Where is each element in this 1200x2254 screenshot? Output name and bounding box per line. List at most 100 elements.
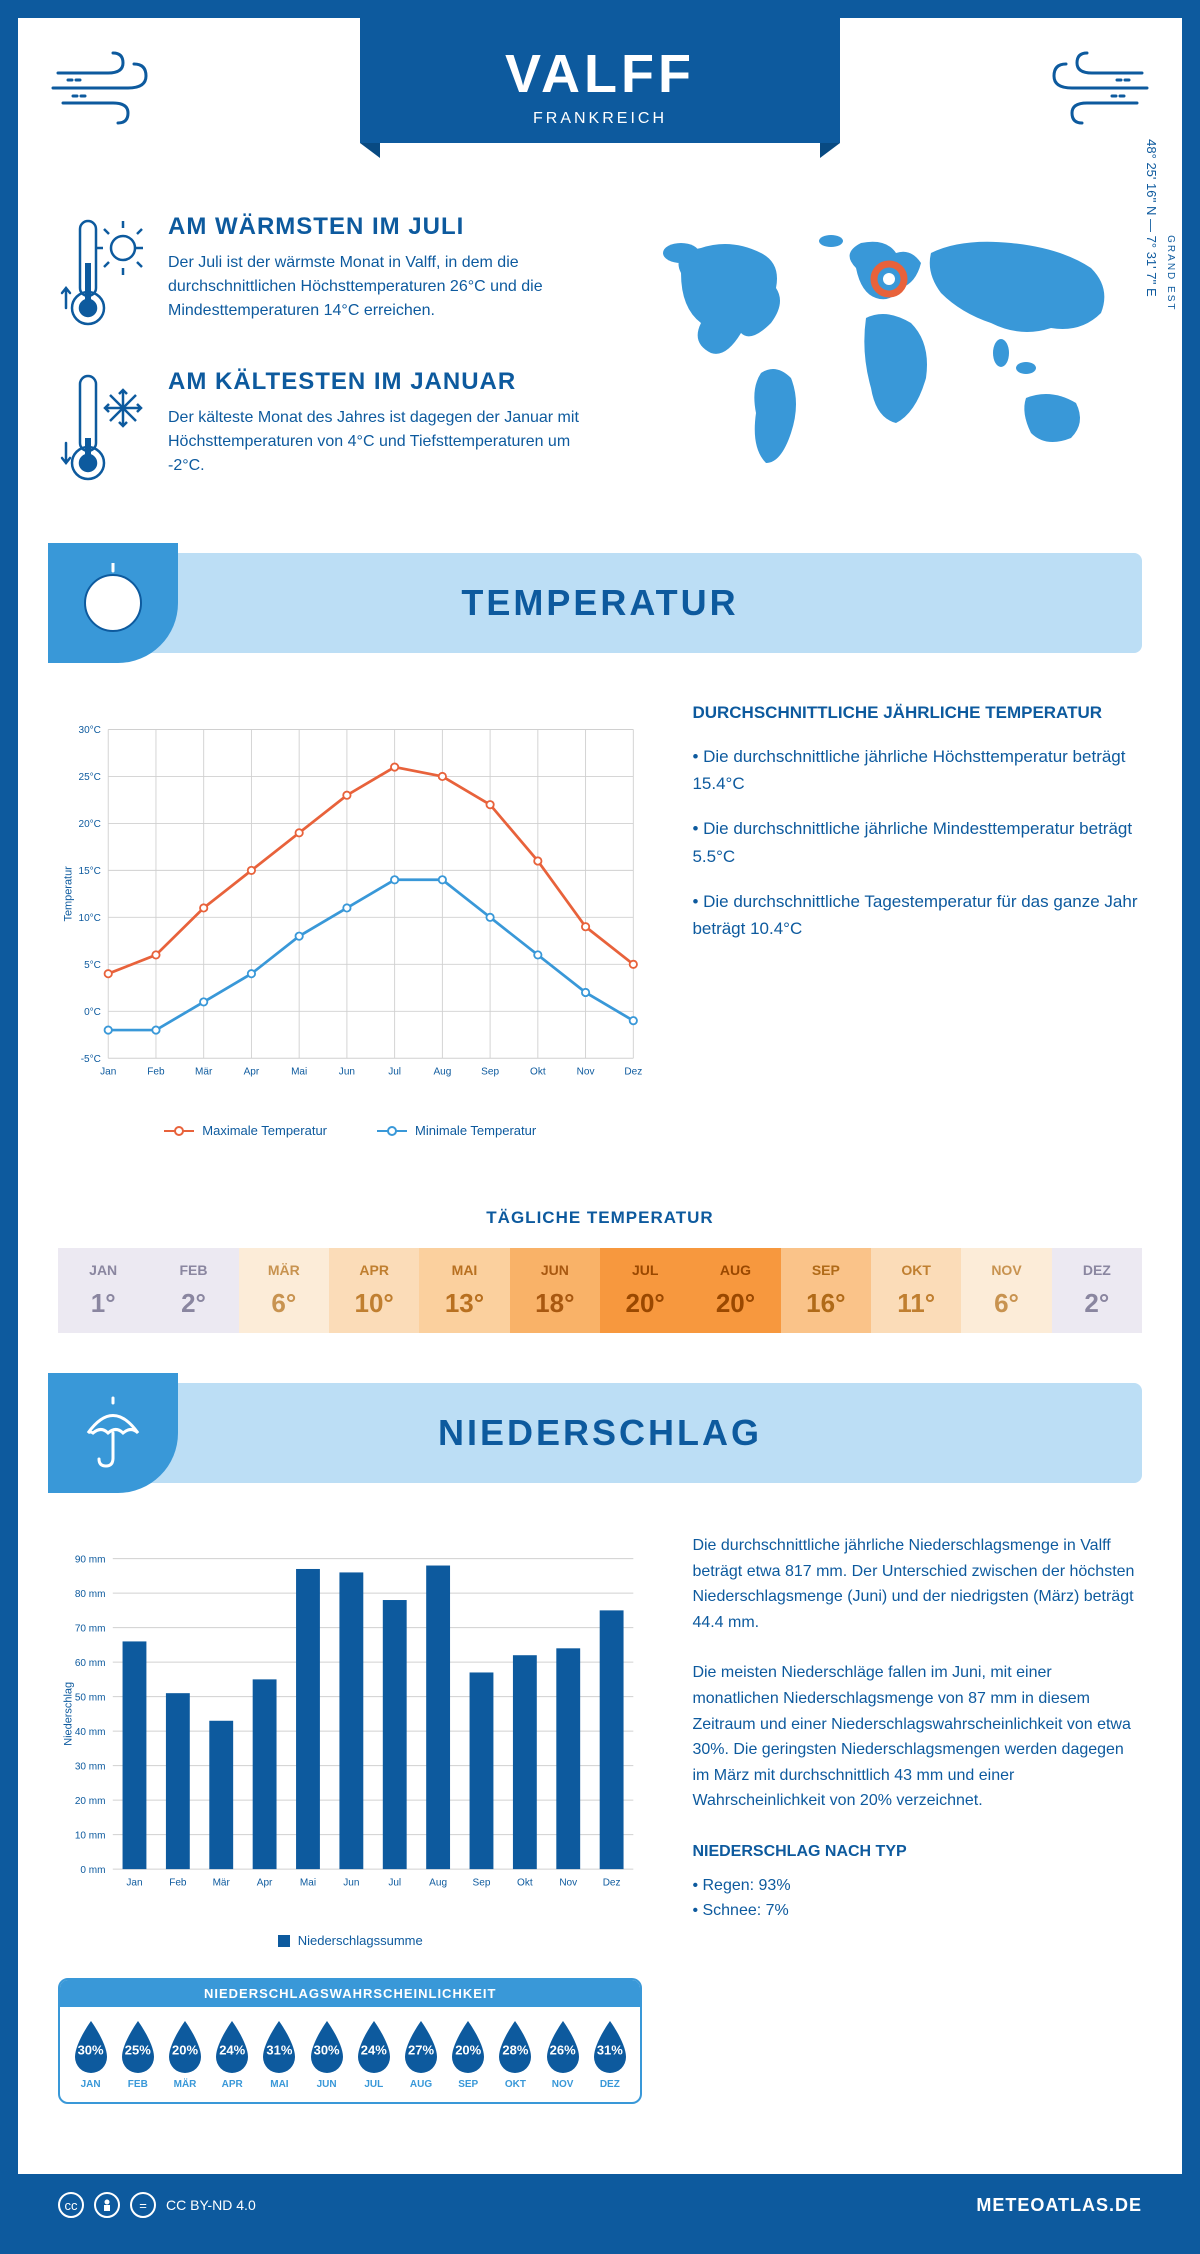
daily-temp-cell: JUL20° xyxy=(600,1248,690,1333)
region-label: GRAND EST xyxy=(1165,235,1176,311)
svg-text:Apr: Apr xyxy=(257,1878,273,1889)
svg-text:Mär: Mär xyxy=(195,1067,213,1078)
svg-text:5°C: 5°C xyxy=(84,960,101,971)
precip-type-title: NIEDERSCHLAG NACH TYP xyxy=(692,1839,1142,1865)
site-name: METEOATLAS.DE xyxy=(976,2195,1142,2216)
license-block: cc = CC BY-ND 4.0 xyxy=(58,2192,256,2218)
probability-cell: 20% MÄR xyxy=(162,2019,207,2090)
svg-text:0 mm: 0 mm xyxy=(80,1865,105,1876)
precipitation-banner: NIEDERSCHLAG xyxy=(58,1383,1142,1483)
sun-icon xyxy=(48,543,178,663)
svg-text:Jul: Jul xyxy=(388,1878,401,1889)
svg-text:Jul: Jul xyxy=(388,1067,401,1078)
infographic-container: VALFF FRANKREICH xyxy=(0,0,1200,2254)
header: VALFF FRANKREICH xyxy=(18,18,1182,173)
daily-temp-cell: AUG20° xyxy=(690,1248,780,1333)
svg-text:Sep: Sep xyxy=(473,1878,491,1889)
footer: cc = CC BY-ND 4.0 METEOATLAS.DE xyxy=(18,2174,1182,2236)
precipitation-bar-chart: 0 mm10 mm20 mm30 mm40 mm50 mm60 mm70 mm8… xyxy=(58,1533,642,1913)
coordinates: 48° 25' 16'' N — 7° 31' 7'' E xyxy=(1145,139,1160,297)
wind-icon xyxy=(48,48,168,128)
svg-text:10°C: 10°C xyxy=(78,913,100,924)
svg-text:25°C: 25°C xyxy=(78,772,100,783)
svg-text:Feb: Feb xyxy=(147,1067,165,1078)
daily-temp-cell: NOV6° xyxy=(961,1248,1051,1333)
svg-text:50 mm: 50 mm xyxy=(75,1692,106,1703)
temp-bullet: • Die durchschnittliche jährliche Höchst… xyxy=(692,743,1142,797)
temp-info-title: DURCHSCHNITTLICHE JÄHRLICHE TEMPERATUR xyxy=(692,703,1142,723)
svg-text:Mai: Mai xyxy=(291,1067,307,1078)
daily-temp-cell: JAN1° xyxy=(58,1248,148,1333)
legend-precip: Niederschlagssumme xyxy=(278,1933,423,1948)
probability-title: NIEDERSCHLAGSWAHRSCHEINLICHKEIT xyxy=(60,1980,640,2007)
daily-temp-cell: MAI13° xyxy=(419,1248,509,1333)
svg-text:Nov: Nov xyxy=(577,1067,595,1078)
probability-cell: 26% NOV xyxy=(540,2019,585,2090)
legend-precip-label: Niederschlagssumme xyxy=(298,1933,423,1948)
precip-para-1: Die durchschnittliche jährliche Niedersc… xyxy=(692,1533,1142,1635)
svg-text:0°C: 0°C xyxy=(84,1007,101,1018)
daily-temp-cell: SEP16° xyxy=(781,1248,871,1333)
temperature-banner: TEMPERATUR xyxy=(58,553,1142,653)
intro-row: AM WÄRMSTEN IM JULI Der Juli ist der wär… xyxy=(18,173,1182,553)
map-column: GRAND EST 48° 25' 16'' N — 7° 31' 7'' E xyxy=(620,213,1142,523)
svg-text:Apr: Apr xyxy=(244,1067,260,1078)
city-name: VALFF xyxy=(360,43,840,105)
svg-text:-5°C: -5°C xyxy=(81,1054,101,1065)
coldest-text: Der kälteste Monat des Jahres ist dagege… xyxy=(168,406,580,478)
precip-para-2: Die meisten Niederschläge fallen im Juni… xyxy=(692,1660,1142,1814)
svg-text:Mai: Mai xyxy=(300,1878,316,1889)
daily-temp-cell: DEZ2° xyxy=(1052,1248,1142,1333)
svg-text:Feb: Feb xyxy=(169,1878,187,1889)
svg-text:Jun: Jun xyxy=(339,1067,355,1078)
svg-text:Aug: Aug xyxy=(429,1878,447,1889)
coldest-title: AM KÄLTESTEN IM JANUAR xyxy=(168,368,580,396)
probability-cell: 31% MAI xyxy=(257,2019,302,2090)
daily-temp-cell: JUN18° xyxy=(510,1248,600,1333)
svg-text:Jun: Jun xyxy=(343,1878,359,1889)
svg-text:10 mm: 10 mm xyxy=(75,1830,106,1841)
probability-grid: 30% JAN 25% FEB 20% MÄR 24% APR 31% MAI xyxy=(60,2007,640,2102)
precip-type-bullet: • Regen: 93% xyxy=(692,1873,1142,1899)
svg-text:Niederschlag: Niederschlag xyxy=(63,1682,75,1746)
temp-bullet: • Die durchschnittliche Tagestemperatur … xyxy=(692,888,1142,942)
by-icon xyxy=(94,2192,120,2218)
daily-temp-cell: APR10° xyxy=(329,1248,419,1333)
svg-text:80 mm: 80 mm xyxy=(75,1589,106,1600)
probability-cell: 27% AUG xyxy=(398,2019,443,2090)
svg-text:Jan: Jan xyxy=(126,1878,142,1889)
daily-temp-title: TÄGLICHE TEMPERATUR xyxy=(18,1208,1182,1228)
probability-cell: 30% JAN xyxy=(68,2019,113,2090)
svg-text:20 mm: 20 mm xyxy=(75,1796,106,1807)
daily-temp-grid: JAN1°FEB2°MÄR6°APR10°MAI13°JUN18°JUL20°A… xyxy=(58,1248,1142,1333)
thermometer-cold-icon xyxy=(58,368,148,488)
svg-text:90 mm: 90 mm xyxy=(75,1554,106,1565)
svg-text:60 mm: 60 mm xyxy=(75,1658,106,1669)
world-map-icon xyxy=(620,213,1142,493)
warmest-text: Der Juli ist der wärmste Monat in Valff,… xyxy=(168,251,580,323)
facts-column: AM WÄRMSTEN IM JULI Der Juli ist der wär… xyxy=(58,213,580,523)
country-name: FRANKREICH xyxy=(360,110,840,128)
svg-text:Okt: Okt xyxy=(530,1067,546,1078)
legend-min-label: Minimale Temperatur xyxy=(415,1123,536,1138)
probability-cell: 28% OKT xyxy=(493,2019,538,2090)
legend-max-label: Maximale Temperatur xyxy=(202,1123,327,1138)
thermometer-hot-icon xyxy=(58,213,148,333)
daily-temp-cell: MÄR6° xyxy=(239,1248,329,1333)
precipitation-chart-column: 0 mm10 mm20 mm30 mm40 mm50 mm60 mm70 mm8… xyxy=(58,1533,642,2104)
legend-max: Maximale Temperatur xyxy=(164,1123,327,1138)
probability-cell: 31% DEZ xyxy=(587,2019,632,2090)
daily-temp-cell: FEB2° xyxy=(148,1248,238,1333)
nd-icon: = xyxy=(130,2192,156,2218)
coldest-fact: AM KÄLTESTEN IM JANUAR Der kälteste Mona… xyxy=(58,368,580,488)
svg-text:70 mm: 70 mm xyxy=(75,1623,106,1634)
temp-bullet: • Die durchschnittliche jährliche Mindes… xyxy=(692,815,1142,869)
probability-box: NIEDERSCHLAGSWAHRSCHEINLICHKEIT 30% JAN … xyxy=(58,1978,642,2104)
svg-text:Okt: Okt xyxy=(517,1878,533,1889)
umbrella-icon xyxy=(48,1373,178,1493)
temperature-legend: Maximale Temperatur Minimale Temperatur xyxy=(58,1123,642,1138)
svg-text:20°C: 20°C xyxy=(78,819,100,830)
probability-cell: 20% SEP xyxy=(446,2019,491,2090)
precipitation-info: Die durchschnittliche jährliche Niedersc… xyxy=(692,1533,1142,2104)
svg-text:Jan: Jan xyxy=(100,1067,116,1078)
